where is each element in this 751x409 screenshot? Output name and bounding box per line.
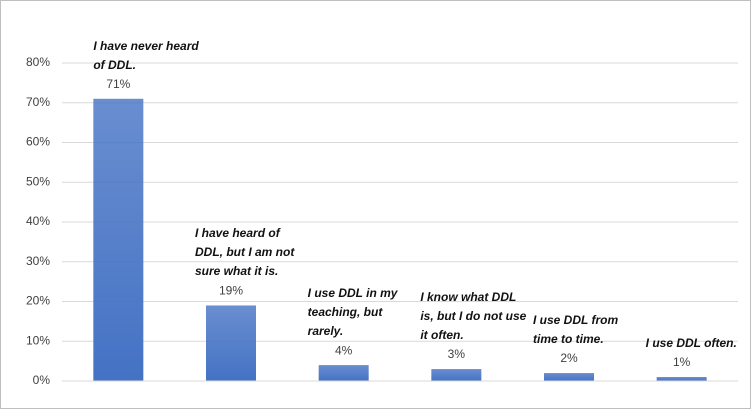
bar	[656, 377, 707, 381]
category-label: I have heard of DDL, but I am not sure w…	[195, 226, 295, 279]
value-label: 71%	[106, 77, 130, 91]
value-label: 4%	[335, 343, 353, 357]
category-label: I have never heard of DDL.	[93, 38, 199, 72]
value-label: 1%	[673, 355, 691, 369]
bar	[206, 305, 256, 381]
value-label: 2%	[560, 351, 578, 365]
y-tick-label: 10%	[26, 333, 50, 347]
y-tick-label: 20%	[26, 294, 50, 308]
y-tick-label: 80%	[26, 55, 50, 69]
bar	[93, 98, 144, 382]
value-label: 19%	[219, 284, 243, 298]
bar	[431, 369, 482, 381]
y-tick-label: 60%	[26, 135, 50, 149]
y-tick-label: 40%	[26, 214, 50, 228]
y-tick-label: 0%	[33, 373, 51, 387]
category-label: I use DDL from time to time.	[533, 313, 619, 347]
y-tick-label: 30%	[26, 254, 50, 268]
category-label: I use DDL in my teaching, but rarely.	[307, 286, 398, 339]
category-label: I know what DDL is, but I do not use it …	[420, 290, 527, 343]
value-label: 3%	[448, 347, 466, 361]
bar	[318, 365, 369, 381]
bar	[544, 373, 594, 381]
y-tick-label: 50%	[26, 174, 50, 188]
y-tick-label: 70%	[26, 95, 50, 109]
category-label: I use DDL often.	[645, 336, 737, 351]
